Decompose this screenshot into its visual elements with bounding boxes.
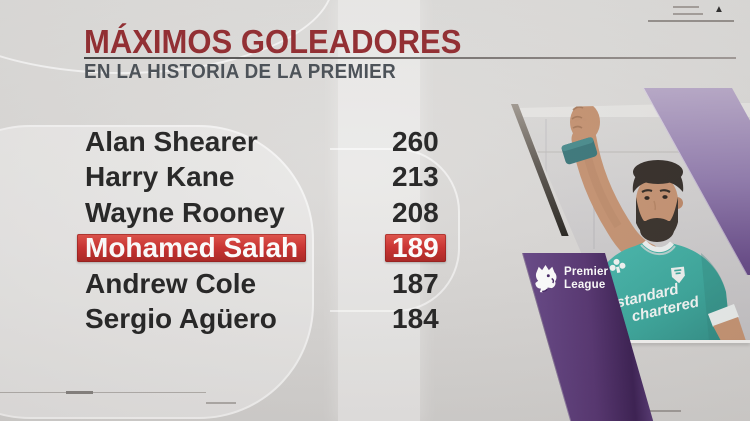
player-goals: 184 <box>392 303 439 335</box>
adidas-logo <box>609 258 626 273</box>
decor-line <box>648 20 734 22</box>
premier-league-label: Premier League <box>564 265 609 291</box>
table-row: Mohamed Salah 189 <box>77 231 457 267</box>
table-row: Andrew Cole 187 <box>77 266 457 302</box>
player-name: Andrew Cole <box>85 267 257 299</box>
table-row: Sergio Agüero 184 <box>77 302 457 338</box>
wristband <box>561 137 598 165</box>
head <box>632 160 684 242</box>
table-row: Alan Shearer 260 <box>77 124 457 160</box>
table-row: Wayne Rooney 208 <box>77 195 457 231</box>
table-row: Harry Kane 213 <box>77 160 457 196</box>
player-goals: 208 <box>392 196 439 228</box>
scorers-table: Alan Shearer 260 Harry Kane 213 Wayne Rooney… <box>77 124 457 337</box>
scroll-up-arrow-icon[interactable]: ▲ <box>714 4 724 15</box>
page-title: MÁXIMOS GOLEADORES <box>84 23 462 60</box>
player-goals: 213 <box>392 161 439 193</box>
decor-line <box>673 6 699 8</box>
player-goals: 260 <box>392 125 439 157</box>
premier-league-lion-icon <box>535 265 557 293</box>
photo-bottom-edge <box>600 340 750 343</box>
purple-band-top <box>615 85 750 275</box>
title-underline <box>84 57 736 59</box>
player-name: Harry Kane <box>85 161 235 193</box>
player-name: Sergio Agüero <box>85 303 277 335</box>
page-subtitle: EN LA HISTORIA DE LA PREMIER <box>84 61 397 83</box>
decor-line <box>66 391 93 394</box>
decor-line <box>0 392 206 393</box>
fist <box>570 103 600 141</box>
decor-line <box>206 402 236 404</box>
decor-line <box>673 13 703 15</box>
player-goals: 187 <box>392 267 439 299</box>
salah-figure: standard chartered <box>561 103 746 341</box>
player-name: Alan Shearer <box>85 125 258 157</box>
player-goals: 189 <box>385 234 446 263</box>
player-name: Mohamed Salah <box>77 234 307 263</box>
club-crest <box>671 266 685 284</box>
player-name: Wayne Rooney <box>85 196 285 228</box>
premier-league-badge: Premier League <box>532 263 627 294</box>
